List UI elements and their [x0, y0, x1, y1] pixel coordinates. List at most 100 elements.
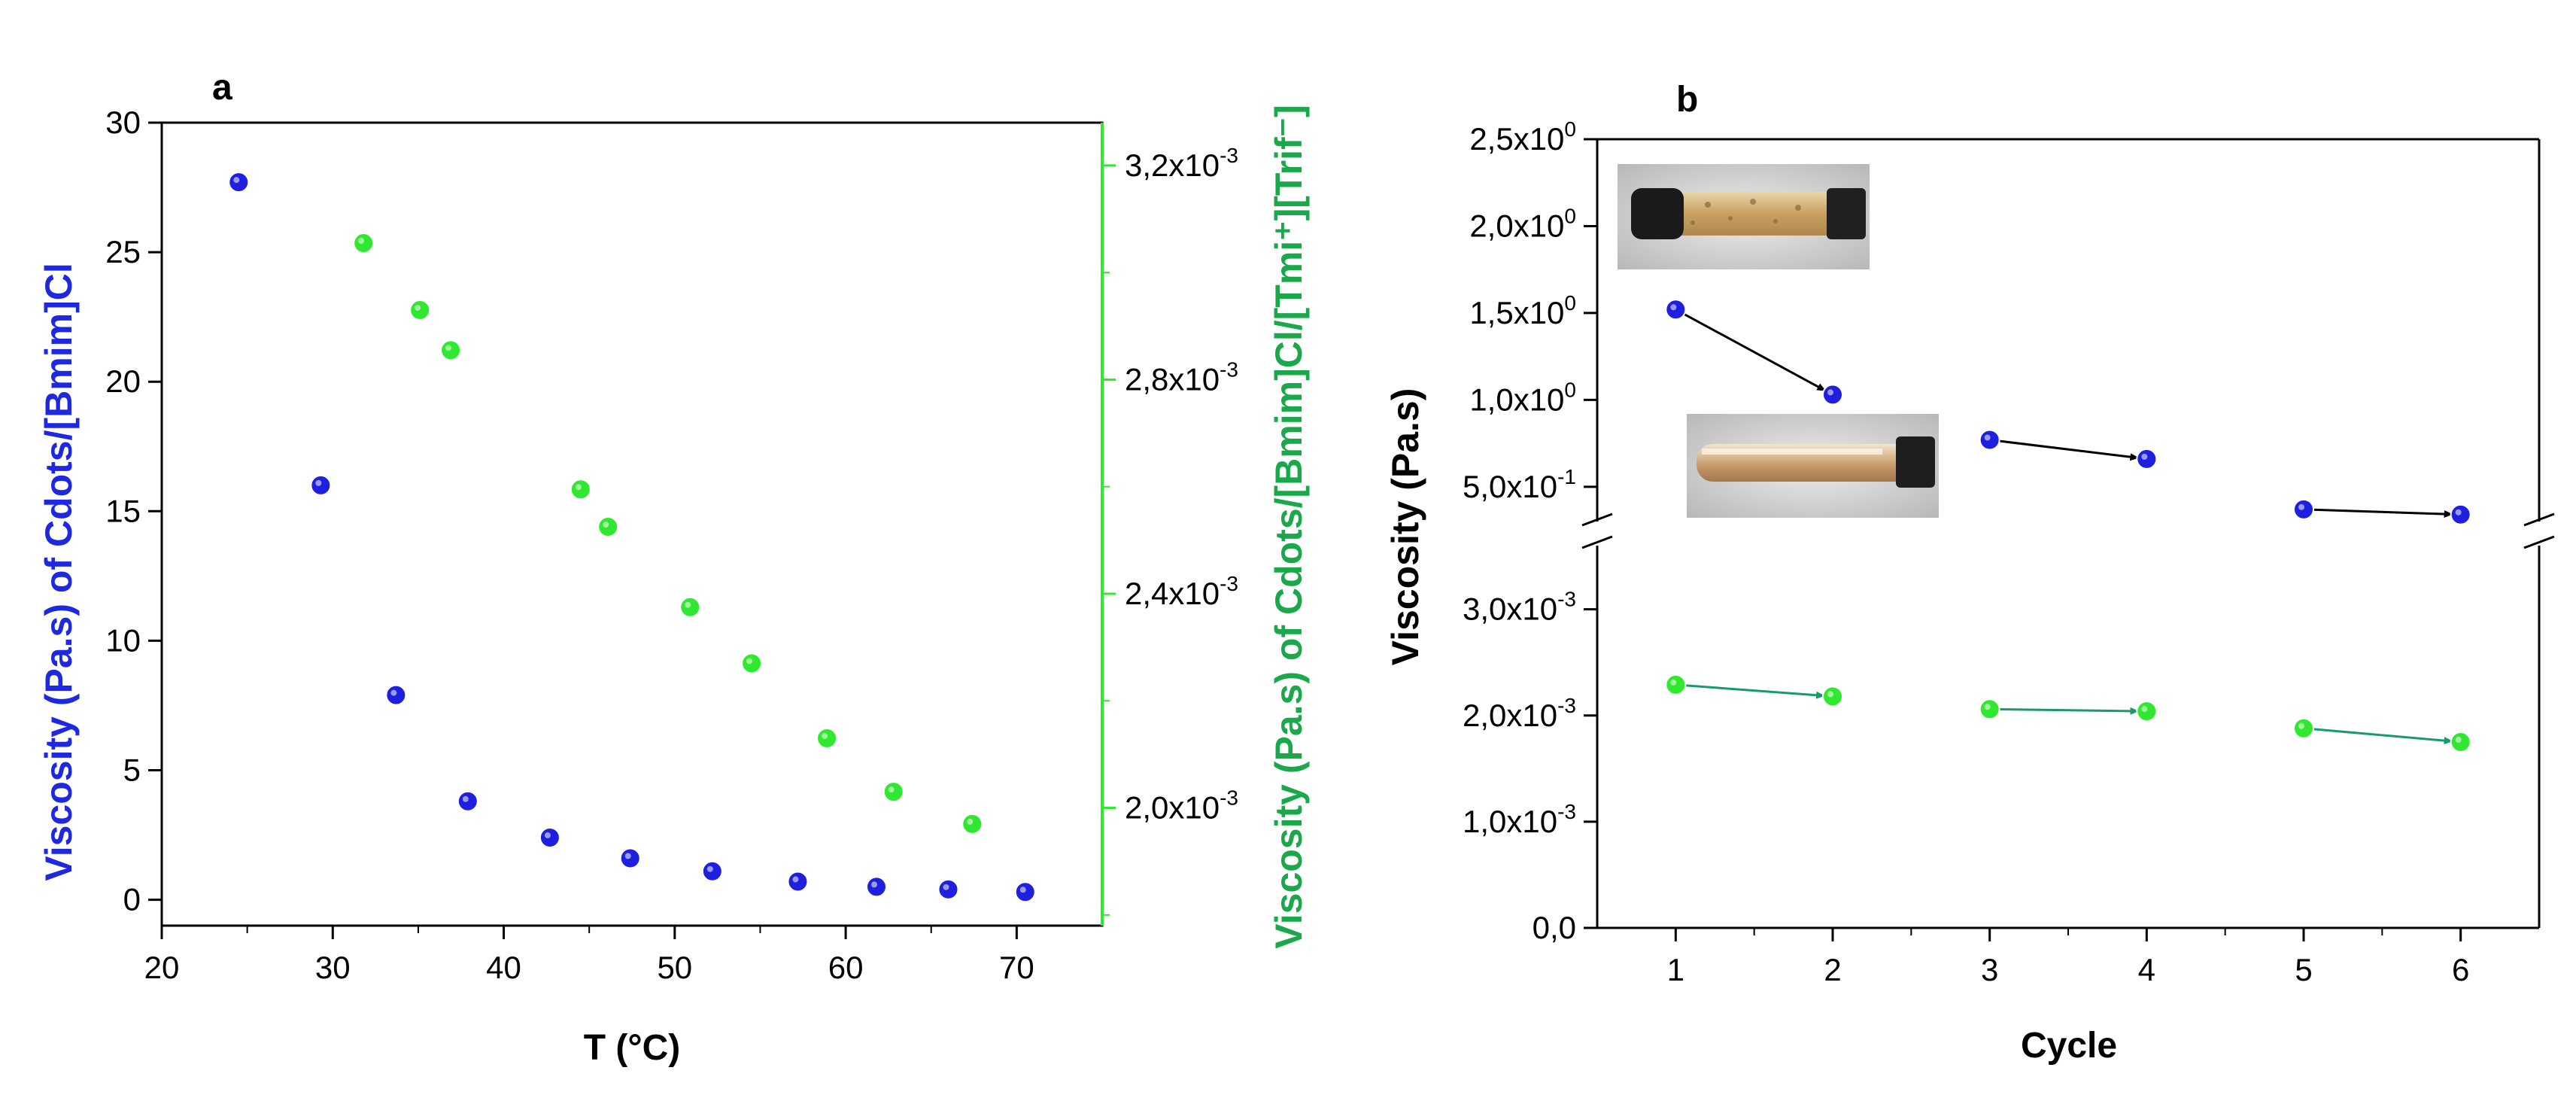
- points-a: [228, 172, 1036, 903]
- point-b-blue: [2450, 503, 2471, 525]
- point-b-green: [2450, 731, 2471, 753]
- point-a-green-highlight: [888, 786, 895, 793]
- x-tick-label-a: 30: [315, 950, 351, 985]
- point-b-blue-highlight: [1827, 389, 1833, 396]
- arrow-b-blue: [1683, 312, 1827, 392]
- y-right-tick-label-a: 3,2x10-3: [1125, 144, 1238, 183]
- plot-frame-a: [160, 121, 1104, 927]
- x-tick-label-a: 60: [828, 950, 864, 985]
- point-b-green: [2293, 717, 2314, 739]
- x-axis-b: 1 2 3 4 5 6: [1667, 928, 2469, 987]
- y-tick-label-b: 1,0x100: [1469, 378, 1576, 417]
- y-right-axis-label-a: Viscosity (Pa.s) of Cdots/[Bmim]Cl/[Tmi⁺…: [1268, 105, 1310, 948]
- arrow-b-blue: [2312, 508, 2453, 519]
- point-a-green-highlight: [575, 484, 582, 491]
- point-a-green-highlight: [822, 733, 828, 740]
- point-a-blue-highlight: [462, 795, 469, 802]
- point-a-blue: [1014, 881, 1036, 903]
- y-tick-label-b: 0,0: [1533, 910, 1576, 945]
- x-tick-label-a: 20: [144, 950, 180, 985]
- y-tick-label-b: 2,0x10-3: [1463, 694, 1576, 733]
- point-b-blue-highlight: [1670, 304, 1677, 311]
- x-tick-label-a: 70: [999, 950, 1034, 985]
- x-tick-label-b: 6: [2452, 952, 2469, 987]
- panel-a: a 20 30 40 50 60 70 0 5 10 15 20 25 30 2,0x10-3 2,4x…: [38, 68, 1310, 1068]
- point-a-green: [353, 233, 375, 254]
- y-right-tick-label-a: 2,0x10-3: [1125, 786, 1238, 826]
- point-b-blue-highlight: [2141, 453, 2148, 460]
- point-a-green: [961, 813, 983, 835]
- point-a-green-highlight: [415, 304, 421, 311]
- point-b-blue-highlight: [2455, 509, 2462, 516]
- point-b-green: [1665, 674, 1687, 695]
- point-a-green-highlight: [603, 522, 609, 528]
- point-a-blue-highlight: [544, 832, 551, 838]
- arrow-b-green: [2312, 728, 2453, 745]
- point-b-green-highlight: [1827, 691, 1833, 698]
- point-a-blue: [866, 876, 887, 898]
- y-tick-label-b: 1,0x10-3: [1463, 800, 1576, 839]
- point-a-blue: [385, 684, 407, 706]
- point-b-blue: [2136, 448, 2158, 470]
- point-a-blue: [701, 860, 723, 882]
- y-left-tick-label-a: 10: [105, 622, 141, 658]
- point-a-blue: [787, 871, 809, 893]
- y-right-tick-label-a: 2,4x10-3: [1125, 572, 1238, 611]
- point-a-green: [882, 781, 904, 803]
- point-a-blue: [937, 878, 959, 900]
- x-axis-label-b: Cycle: [2021, 1026, 2117, 1066]
- point-b-blue-highlight: [1984, 434, 1991, 441]
- arrow-b-green: [1998, 707, 2140, 715]
- x-tick-label-b: 4: [2138, 952, 2155, 987]
- point-a-green: [570, 479, 591, 500]
- point-b-green-highlight: [1670, 679, 1677, 686]
- point-a-blue: [228, 172, 250, 193]
- x-tick-label-b: 2: [1824, 952, 1841, 987]
- point-a-blue-highlight: [233, 177, 240, 184]
- point-a-green: [816, 728, 838, 750]
- y-axis-label-b: Viscosity (Pa.s): [1384, 388, 1426, 666]
- point-b-green-highlight: [2141, 706, 2148, 713]
- x-tick-label-b: 5: [2295, 952, 2312, 987]
- point-a-blue-highlight: [792, 876, 799, 883]
- y-axis-b: 5,0x10-1 1,0x100 1,5x100 2,0x100 2,5x100 0,0 1…: [1463, 117, 1597, 945]
- point-b-blue: [1665, 299, 1687, 321]
- point-a-blue-highlight: [871, 881, 877, 888]
- y-right-tick-label-a: 2,8x10-3: [1125, 357, 1238, 397]
- y-tick-label-b: 5,0x10-1: [1463, 465, 1576, 504]
- axis-break-marks: [1581, 512, 2555, 549]
- y-left-tick-label-a: 30: [105, 105, 141, 140]
- point-a-green: [597, 516, 619, 538]
- point-b-blue: [2293, 498, 2314, 520]
- point-a-blue: [457, 790, 478, 812]
- point-b-green-highlight: [1984, 704, 1991, 710]
- point-a-green-highlight: [445, 345, 452, 351]
- x-tick-label-a: 50: [657, 950, 692, 985]
- y-right-axis-a: 2,0x10-3 2,4x10-3 2,8x10-3 3,2x10-3: [1102, 144, 1238, 916]
- point-a-blue-highlight: [706, 865, 713, 872]
- point-b-green-highlight: [2298, 722, 2304, 729]
- point-b-green: [1822, 686, 1843, 707]
- arrow-b-green: [1684, 684, 1826, 699]
- x-axis-a: 20 30 40 50 60 70: [144, 926, 1034, 985]
- point-a-blue: [539, 826, 560, 848]
- point-a-blue: [619, 847, 641, 869]
- x-axis-label-a: T (°C): [584, 1028, 680, 1068]
- point-b-green-highlight: [2455, 737, 2462, 744]
- point-a-green-highlight: [967, 818, 974, 825]
- y-left-axis-label-a: Viscosity (Pa.s) of Cdots/[Bmim]Cl: [38, 263, 80, 880]
- y-left-tick-label-a: 0: [123, 882, 141, 917]
- point-b-green: [1979, 698, 2000, 720]
- vial-image-light: [1687, 414, 1939, 518]
- point-a-blue-highlight: [624, 853, 631, 859]
- point-a-green-highlight: [746, 658, 753, 665]
- y-left-tick-label-a: 20: [105, 363, 141, 399]
- y-tick-label-b: 2,5x100: [1469, 117, 1576, 157]
- arrow-b-blue: [1998, 439, 2140, 461]
- panel-b: b 1 2 3 4 5 6 5,0x10-1 1,0x100 1,5x100 2,0x100 2,…: [1384, 80, 2555, 1066]
- series-b: [1665, 299, 2471, 753]
- point-b-blue: [1822, 384, 1843, 406]
- point-a-green: [741, 652, 763, 674]
- point-a-blue-highlight: [315, 479, 322, 486]
